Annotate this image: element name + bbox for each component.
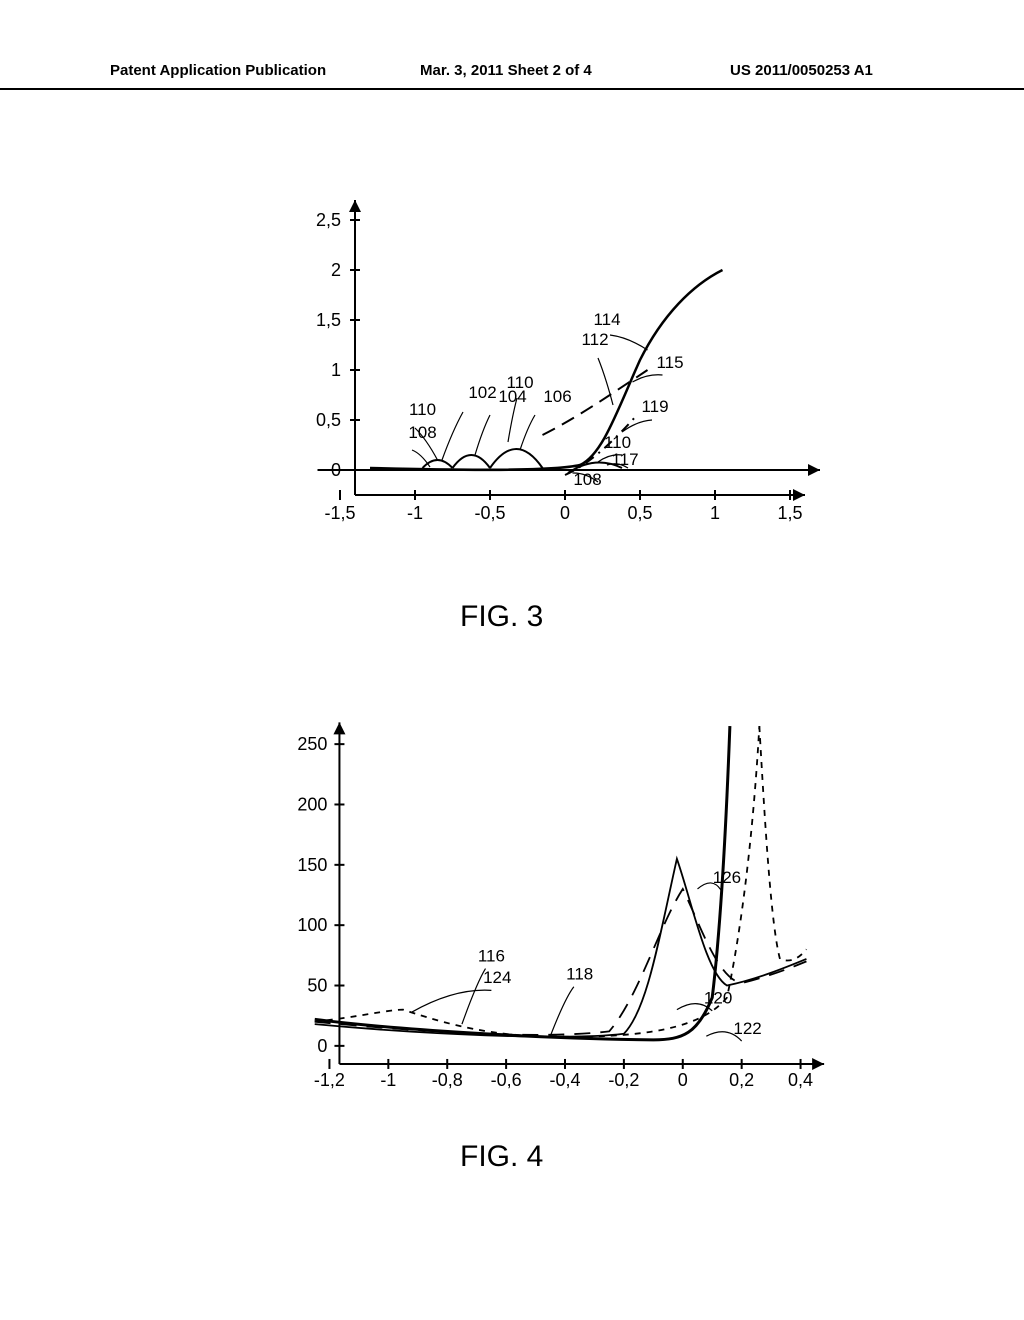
- svg-text:-0,4: -0,4: [549, 1070, 580, 1090]
- svg-text:0: 0: [317, 1036, 327, 1056]
- svg-text:0: 0: [560, 503, 570, 523]
- svg-text:1: 1: [331, 360, 341, 380]
- svg-text:124: 124: [483, 968, 511, 987]
- svg-text:250: 250: [297, 734, 327, 754]
- svg-text:-0,8: -0,8: [432, 1070, 463, 1090]
- svg-text:0: 0: [678, 1070, 688, 1090]
- svg-text:126: 126: [713, 868, 741, 887]
- svg-text:-0,2: -0,2: [608, 1070, 639, 1090]
- figure-4-chart: -1,2 -1 -0,8 -0,6 -0,4 -0,2 0 0,2 0,4 0 50 100 150 20…: [210, 680, 850, 1120]
- svg-text:150: 150: [297, 855, 327, 875]
- svg-text:1: 1: [710, 503, 720, 523]
- svg-text:110: 110: [409, 400, 436, 419]
- svg-text:118: 118: [566, 964, 593, 983]
- svg-text:100: 100: [297, 915, 327, 935]
- svg-text:50: 50: [307, 976, 327, 996]
- svg-text:110: 110: [506, 373, 533, 392]
- header-left: Patent Application Publication: [110, 62, 326, 79]
- svg-text:0,2: 0,2: [729, 1070, 754, 1090]
- header-right: US 2011/0050253 A1: [730, 62, 873, 79]
- svg-text:108: 108: [573, 470, 601, 489]
- page: Patent Application Publication Mar. 3, 2…: [0, 0, 1024, 1320]
- svg-text:1,5: 1,5: [316, 310, 341, 330]
- svg-text:117: 117: [611, 450, 638, 469]
- svg-text:0,4: 0,4: [788, 1070, 813, 1090]
- svg-text:0,5: 0,5: [316, 410, 341, 430]
- svg-text:-1,2: -1,2: [314, 1070, 345, 1090]
- svg-text:120: 120: [704, 989, 732, 1008]
- figure-4-caption: FIG. 4: [460, 1140, 543, 1174]
- page-header: Patent Application Publication Mar. 3, 2…: [0, 58, 1024, 90]
- svg-text:-1,5: -1,5: [324, 503, 355, 523]
- svg-text:116: 116: [478, 946, 505, 965]
- svg-text:122: 122: [733, 1019, 761, 1038]
- svg-text:200: 200: [297, 794, 327, 814]
- svg-text:-1: -1: [407, 503, 423, 523]
- svg-text:-0,5: -0,5: [474, 503, 505, 523]
- svg-text:102: 102: [468, 383, 496, 402]
- svg-text:2,5: 2,5: [316, 210, 341, 230]
- svg-text:108: 108: [408, 423, 436, 442]
- svg-text:114: 114: [593, 310, 620, 329]
- figure-3-caption: FIG. 3: [460, 600, 543, 634]
- svg-text:-0,6: -0,6: [491, 1070, 522, 1090]
- svg-text:115: 115: [656, 353, 683, 372]
- svg-text:119: 119: [641, 397, 668, 416]
- header-middle: Mar. 3, 2011 Sheet 2 of 4: [420, 62, 592, 79]
- svg-text:106: 106: [543, 387, 571, 406]
- svg-text:112: 112: [581, 330, 608, 349]
- svg-text:-1: -1: [380, 1070, 396, 1090]
- svg-text:2: 2: [331, 260, 341, 280]
- svg-text:0: 0: [331, 460, 341, 480]
- svg-text:0,5: 0,5: [627, 503, 652, 523]
- svg-text:1,5: 1,5: [777, 503, 802, 523]
- figure-3-chart: -1,5-1-0,500,511,500,511,522,51021041061…: [210, 160, 850, 580]
